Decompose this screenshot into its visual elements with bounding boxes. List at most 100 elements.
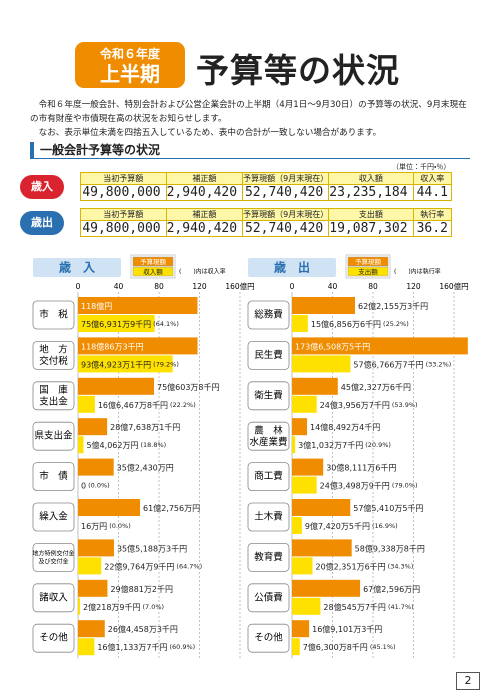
value-text: 93億4,923万1千円 [81,359,151,369]
value-label: 118億円 [81,301,112,311]
x-tick-label: 0 [290,282,295,291]
table-value: 44.1 [412,184,453,201]
chart-title: 歳 出 [274,260,310,275]
value-text: 118億円 [81,301,112,311]
category-box [32,462,75,492]
value-text: 15億6,856万6千円 [311,319,381,329]
bar [292,395,317,413]
value-text: 16億9,101万3千円 [312,624,382,634]
value-label: 28億7,638万1千円 [110,422,180,432]
category-label: 衛生費 [254,389,283,401]
bar [292,620,310,638]
value-label: 16億6,467万8千円 (22.2%) [98,399,196,409]
bar [78,436,84,454]
table-label: 歳出 [20,211,64,235]
table-header: 予算現額（9月末現在） [242,172,330,185]
value-text: 24億3,956万7千円 [320,399,390,409]
value-text: 35億2,430万円 [117,462,174,472]
value-text: 7億6,300万8千円 [303,642,368,652]
rate-text: (18.8%) [140,441,166,449]
rate-text: (22.2%) [170,401,196,409]
rate-text: (79.0%) [392,482,418,490]
value-label: 67億2,596万円 [363,583,420,593]
table-value: 49,800,000 [80,184,167,201]
value-text: 24億3,498万9千円 [320,480,390,490]
rate-text: (53.9%) [392,401,418,409]
bar [78,638,95,656]
table-header: 予算現額（9月末現在） [242,208,330,221]
x-tick-label: 160億円 [439,281,468,291]
value-text: 75億6,931万9千円 [81,319,151,329]
value-label: 173億6,508万5千円 [295,341,370,351]
bar [78,395,95,413]
bar [292,539,352,557]
table-row: 当初予算額 補正額 予算現額（9月末現在） 収入額 収入率 [80,172,453,185]
table-value: 19,087,302 [328,220,414,237]
intro-paragraph: 令和６年度一般会計、特別会計および公営企業会計の上半期（4月1日～9月30日）の… [30,100,467,124]
bar [78,337,198,355]
rate-text: (64.7%) [176,562,202,570]
value-text: 30億8,111万6千円 [326,462,396,472]
table-header: 収入率 [412,172,453,185]
category-box [247,340,290,370]
category-label: 農 林水産業費 [249,424,287,448]
value-text: 0 [81,481,86,490]
value-label: 57億6,766万7千円 (33.2%) [353,359,451,369]
value-label: 45億2,327万6千円 [341,381,411,391]
category-box [32,623,75,653]
summary-table: 当初予算額 補正額 予算現額（9月末現在） 収入額 収入率 49,800,000 2,940… [80,172,453,201]
value-text: 22億9,764万9千円 [104,561,174,571]
value-label: 57億5,410万5千円 [353,503,423,513]
category-box [247,543,290,572]
table-header: 補正額 [165,208,244,221]
summary-table: 当初予算額 補正額 予算現額（9月末現在） 支出額 執行率 49,800,000 2,940… [80,208,453,237]
legend-label: 収入額 [143,267,163,276]
bar [78,579,108,597]
legend-label: 予算現額 [140,257,167,266]
value-text: 16万円 [81,522,107,531]
value-text: 26億4,458万3千円 [108,624,178,634]
category-label: 地方特例交付金及び交付金 [32,549,74,565]
value-text: 14億8,492万4千円 [310,422,380,432]
value-label: 118億86万3千円 [81,341,144,351]
bar [292,436,296,454]
chart-title-band [33,258,121,277]
table-value: 23,235,184 [328,184,414,201]
bar [78,315,155,332]
category-label: 土木費 [254,511,283,523]
value-label: 75億603万8千円 [157,381,220,391]
x-tick-label: 80 [368,282,378,291]
page-number: 2 [456,672,480,690]
category-box [247,502,290,532]
bar [292,579,361,597]
chart-title: 歳 入 [59,260,96,275]
bar [78,355,173,373]
value-text: 29億881万2千円 [110,583,173,593]
category-box [32,340,75,370]
x-tick-label: 40 [114,282,124,291]
value-text: 16億1,133万7千円 [97,642,167,652]
bar [78,458,114,476]
table-row: 49,800,000 2,940,420 52,740,420 23,235,184 4… [80,184,453,201]
x-tick-label: 0 [76,282,81,291]
bar [292,517,302,534]
bar [292,377,338,395]
value-text: 9億7,420万5千円 [305,521,370,531]
bar [292,597,321,615]
bar [292,418,308,436]
value-label: 2億218万9千円 (7.0%) [83,601,164,611]
rate-text: (41.7%) [388,603,414,611]
value-label: 28億545万7千円 (41.7%) [323,601,413,611]
bar [292,499,351,516]
rate-text: (0.0%) [88,482,110,490]
table-value: 52,740,420 [242,220,330,237]
legend-label: 支出額 [358,267,378,276]
legend-swatch [347,266,389,277]
rate-text: (79.2%) [153,360,179,368]
category-label: 国 庫支出金 [39,384,68,408]
value-text: 62億2,155万3千円 [358,301,428,311]
x-tick-label: 80 [154,282,164,291]
category-box [32,421,75,451]
category-box [32,543,75,572]
